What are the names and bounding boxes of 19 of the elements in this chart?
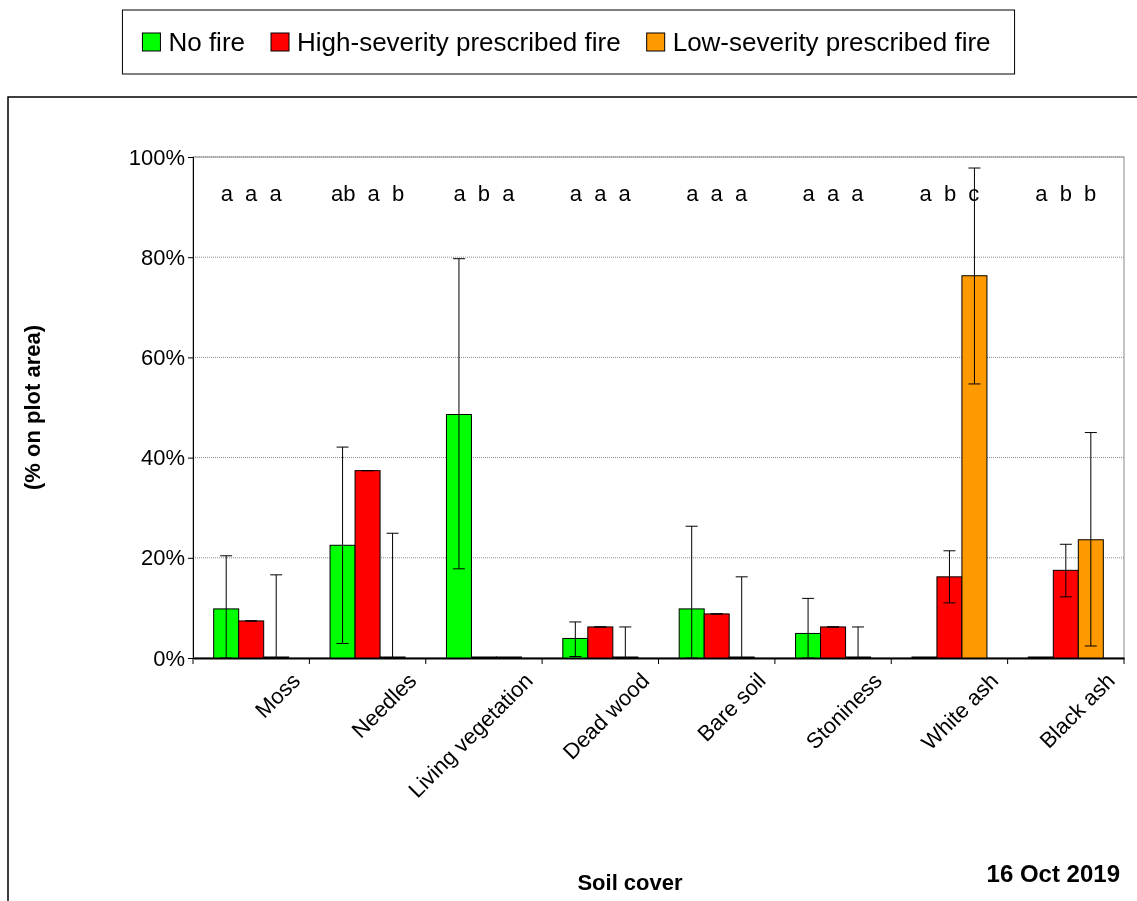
annotation: a b a bbox=[453, 181, 516, 206]
y-tick-label: 0% bbox=[153, 645, 185, 671]
y-tick-label: 60% bbox=[140, 344, 185, 370]
y-tick-label: 100% bbox=[128, 144, 185, 170]
annotation: a b b bbox=[1035, 181, 1097, 206]
x-axis-title: Soil cover bbox=[577, 870, 684, 895]
annotation: a a a bbox=[686, 181, 748, 206]
legend-label: No fire bbox=[168, 27, 246, 57]
legend-label: High-severity prescribed fire bbox=[297, 27, 621, 57]
legend-label: Low-severity prescribed fire bbox=[672, 27, 991, 57]
annotation: a a a bbox=[802, 181, 865, 206]
annotation: ab a b bbox=[330, 181, 405, 206]
y-axis-title: (% on plot area) bbox=[20, 324, 45, 491]
y-tick-label: 40% bbox=[140, 445, 185, 471]
annotation: a a a bbox=[220, 181, 283, 206]
text: 16 Oct 2019 bbox=[986, 860, 1120, 887]
annotation: a a a bbox=[569, 181, 632, 206]
y-tick-label: 20% bbox=[140, 545, 185, 571]
y-tick-label: 80% bbox=[140, 244, 185, 270]
